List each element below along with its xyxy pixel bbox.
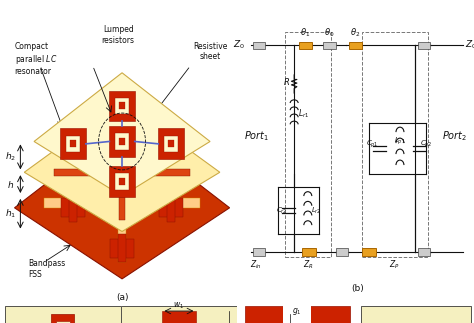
- Text: $w_1$: $w_1$: [173, 301, 184, 311]
- Bar: [109, 166, 135, 197]
- Bar: [168, 140, 174, 147]
- Text: $Z_R$: $Z_R$: [302, 259, 313, 271]
- Polygon shape: [118, 189, 126, 217]
- Text: $Z_P$: $Z_P$: [389, 259, 400, 271]
- Bar: [253, 248, 265, 255]
- Text: $L_{p1}$: $L_{p1}$: [394, 135, 406, 147]
- Polygon shape: [118, 234, 126, 262]
- Text: $C_{p1}$: $C_{p1}$: [366, 139, 379, 151]
- Text: $\theta_2$: $\theta_2$: [350, 26, 361, 38]
- Polygon shape: [110, 239, 134, 257]
- Text: Resistive
sheet: Resistive sheet: [193, 42, 227, 61]
- Bar: [56, 321, 70, 323]
- Bar: [115, 98, 129, 114]
- Bar: [285, 32, 330, 257]
- Bar: [336, 248, 348, 255]
- Text: $\boldsymbol{Z_0}$: $\boldsymbol{Z_0}$: [233, 39, 245, 51]
- Polygon shape: [15, 125, 229, 279]
- Text: $R$: $R$: [283, 76, 290, 87]
- Bar: [302, 248, 316, 255]
- Bar: [119, 178, 125, 185]
- Polygon shape: [159, 198, 182, 217]
- Bar: [119, 138, 125, 145]
- Bar: [361, 306, 471, 323]
- Bar: [245, 306, 350, 323]
- Bar: [51, 315, 74, 323]
- Text: $\theta_0$: $\theta_0$: [324, 26, 335, 38]
- Text: Lumped
resistors: Lumped resistors: [101, 26, 135, 45]
- Polygon shape: [118, 146, 126, 175]
- Text: $L_{r1}$: $L_{r1}$: [298, 108, 309, 120]
- Bar: [115, 133, 129, 150]
- Text: $Port_1$: $Port_1$: [244, 129, 269, 142]
- Text: $h_1$: $h_1$: [5, 207, 16, 220]
- Text: Bandpass
FSS: Bandpass FSS: [28, 259, 65, 279]
- Bar: [323, 42, 336, 49]
- Bar: [66, 136, 80, 152]
- Text: $\theta_1$: $\theta_1$: [301, 26, 310, 38]
- Polygon shape: [69, 193, 77, 222]
- Bar: [70, 140, 76, 147]
- Polygon shape: [167, 193, 175, 222]
- Bar: [299, 42, 312, 49]
- Polygon shape: [44, 198, 200, 208]
- Polygon shape: [34, 73, 210, 196]
- Bar: [164, 136, 178, 152]
- Polygon shape: [110, 193, 134, 213]
- Bar: [349, 42, 363, 49]
- Bar: [162, 311, 196, 323]
- Bar: [61, 129, 86, 159]
- Bar: [158, 129, 183, 159]
- Bar: [253, 42, 265, 49]
- Bar: [119, 102, 125, 109]
- Text: $Port_2$: $Port_2$: [442, 129, 467, 142]
- Polygon shape: [24, 101, 220, 232]
- Text: Compact
parallel $LC$
resonator: Compact parallel $LC$ resonator: [15, 42, 57, 76]
- Text: $C_{p2}$: $C_{p2}$: [420, 139, 432, 151]
- Bar: [109, 90, 135, 121]
- Bar: [115, 173, 129, 190]
- Text: $C_{r2}$: $C_{r2}$: [276, 205, 287, 216]
- Bar: [363, 248, 376, 255]
- Text: $h_2$: $h_2$: [5, 151, 16, 163]
- Bar: [283, 306, 311, 323]
- Bar: [109, 126, 135, 157]
- Bar: [363, 32, 428, 257]
- Polygon shape: [119, 120, 125, 220]
- Bar: [418, 42, 430, 49]
- Text: $g_1$: $g_1$: [292, 306, 301, 317]
- Polygon shape: [110, 151, 134, 170]
- Text: $h$: $h$: [7, 179, 14, 190]
- Text: $L_{r2}$: $L_{r2}$: [310, 205, 321, 216]
- Text: (a): (a): [116, 293, 128, 302]
- Text: $Z_{in}$: $Z_{in}$: [249, 259, 262, 271]
- Text: $\boldsymbol{Z_0}$: $\boldsymbol{Z_0}$: [465, 39, 474, 51]
- Polygon shape: [62, 198, 85, 217]
- Bar: [418, 248, 430, 255]
- Polygon shape: [54, 169, 191, 176]
- Polygon shape: [118, 141, 126, 262]
- Text: (b): (b): [352, 284, 364, 293]
